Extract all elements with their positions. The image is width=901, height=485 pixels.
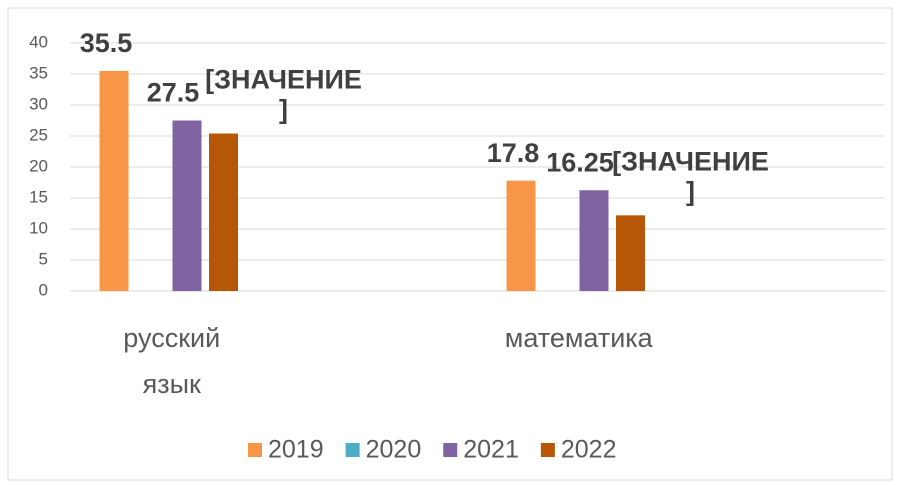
data-label: 17.8 (487, 138, 540, 168)
y-tick-label: 10 (29, 218, 48, 237)
data-label: [ЗНАЧЕНИЕ] (205, 65, 362, 125)
legend-label: 2021 (463, 436, 519, 464)
y-tick-label: 0 (39, 280, 48, 299)
legend-swatch (248, 443, 262, 457)
x-tick-label: русский язык (123, 323, 220, 399)
legend-swatch (540, 443, 555, 457)
y-tick-label: 30 (29, 94, 48, 113)
legend-swatch (345, 443, 360, 457)
y-tick-label: 25 (29, 125, 48, 144)
bar (99, 70, 129, 292)
bar (172, 120, 202, 291)
bar (209, 133, 238, 291)
legend-swatch (443, 443, 458, 457)
legend-label: 2022 (561, 436, 617, 464)
data-label: 27.5 (147, 78, 200, 108)
y-tick-label: 15 (29, 187, 48, 206)
bar (579, 190, 609, 291)
y-tick-label: 5 (39, 249, 48, 268)
legend-label: 2020 (366, 436, 422, 464)
bar (506, 180, 536, 291)
chart-frame (7, 7, 893, 481)
data-label: [ЗНАЧЕНИЕ] (612, 146, 769, 206)
data-label: 16.25 (546, 147, 614, 177)
y-tick-label: 35 (29, 63, 48, 82)
bar (616, 215, 645, 291)
y-tick-label: 20 (29, 156, 48, 175)
x-tick-label: математика (505, 323, 654, 353)
legend-label: 2019 (268, 436, 324, 464)
data-label: 35.5 (80, 28, 133, 58)
y-tick-label: 40 (29, 32, 48, 51)
